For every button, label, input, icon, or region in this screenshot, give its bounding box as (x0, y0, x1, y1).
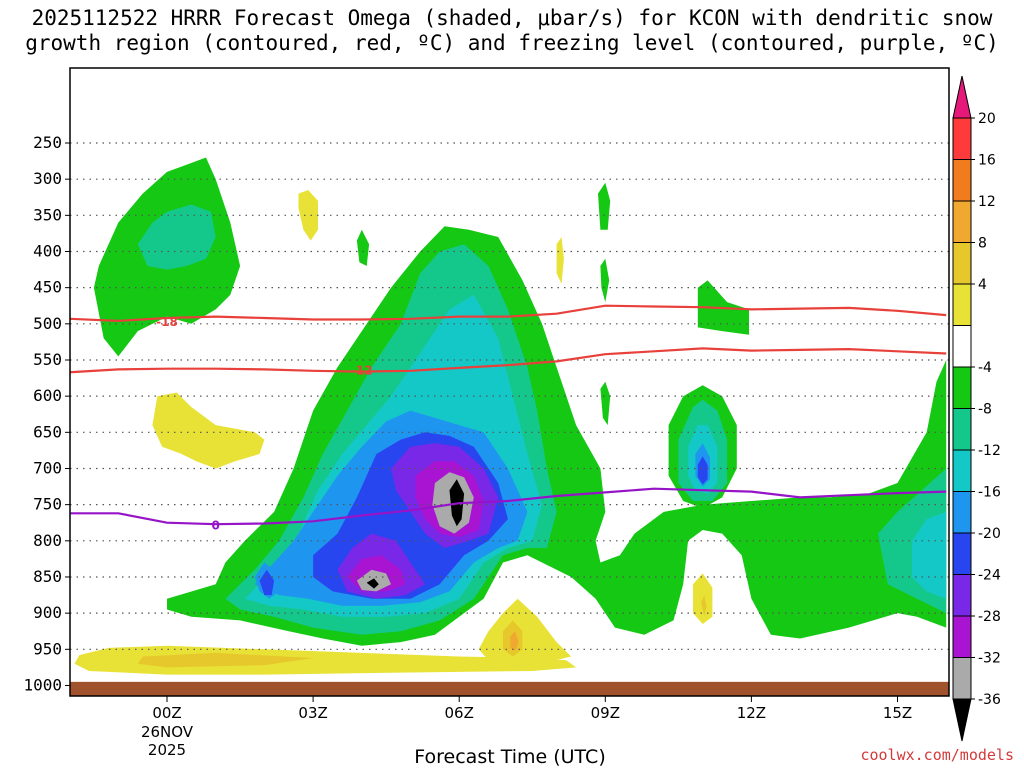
contour-lines: -18 -12 0 (70, 304, 947, 532)
y-tick-label-650: 650 (33, 422, 62, 441)
colorbar-bin-13 (952, 657, 972, 700)
temperature-contour--12-line (70, 347, 947, 374)
colorbar-bin-9 (952, 491, 972, 534)
chart-title: 2025112522 HRRR Forecast Omega (shaded, … (0, 6, 1024, 56)
colorbar-label-4: 4 (978, 277, 987, 293)
y-tick-label-550: 550 (33, 350, 62, 369)
colorbar-bottom-arrow (952, 698, 972, 742)
y-tick-label-700: 700 (33, 458, 62, 477)
colorbar-label--8: -8 (978, 402, 992, 418)
colorbar-bin-5 (952, 325, 972, 368)
omega-region-black-lower (366, 578, 379, 589)
colorbar-top-arrow (952, 75, 972, 119)
y-tick-label-750: 750 (33, 495, 62, 514)
x-axis-label: Forecast Time (UTC) (414, 746, 606, 768)
y-tick-label-800: 800 (33, 531, 62, 550)
colorbar-bin-0 (952, 117, 972, 160)
colorbar: 20 16 12 8 4 -4 -8 -12 -16 -20 -24 -28 -32 -36 (952, 75, 1001, 742)
omega-region-green-column-09z-b (600, 258, 610, 303)
colorbar-bin-7 (952, 408, 972, 451)
colorbar-label--4: -4 (978, 360, 992, 376)
omega-region-upper-left-teal (137, 204, 216, 270)
colorbar-label--20: -20 (978, 526, 1001, 542)
y-tick-label-450: 450 (33, 278, 62, 297)
x-tick-label-12Z: 12Z (737, 704, 766, 722)
omega-region-yellow-420 (556, 237, 564, 284)
y-tick-label-600: 600 (33, 386, 62, 405)
omega-region-yellow-surface (74, 645, 577, 675)
colorbar-label--36: -36 (978, 692, 1001, 708)
x-tick-label-15Z: 15Z (883, 704, 912, 722)
chart-title-line1: 2025112522 HRRR Forecast Omega (shaded, … (31, 6, 993, 30)
omega-region-right-cell-dblue (697, 456, 708, 485)
omega-region-orange-surface (137, 652, 314, 668)
y-tick-label-250: 250 (33, 133, 62, 152)
colorbar-bin-6 (952, 366, 972, 409)
y-tick-label-950: 950 (33, 639, 62, 658)
colorbar-label-8: 8 (978, 236, 987, 252)
plot-frame (69, 67, 950, 697)
y-tick-label-300: 300 (33, 169, 62, 188)
omega-region-upper-yellow-350 (298, 190, 318, 241)
colorbar-label--24: -24 (978, 568, 1001, 584)
credit-text[interactable]: coolwx.com/models (860, 746, 1014, 764)
x-tick-label-09Z: 09Z (591, 704, 620, 722)
omega-region-red-07z (510, 631, 519, 651)
chart-title-line2: growth region (contoured, red, ºC) and f… (25, 31, 999, 55)
y-axis-ticks: 250 300 350 400 450 500 550 600 650 700 750 800 850 9… (23, 133, 70, 694)
omega-region-orange-11z (701, 595, 707, 617)
y-tick-label-350: 350 (33, 205, 62, 224)
x-date-line2: 2025 (148, 741, 186, 759)
colorbar-bin-10 (952, 532, 972, 575)
omega-region-blue-left-850-dark (259, 569, 275, 596)
colorbar-bin-2 (952, 200, 972, 243)
colorbar-bin-4 (952, 283, 972, 326)
temperature-contour--12-label: -12 (351, 364, 373, 378)
ground-layer (70, 681, 949, 696)
colorbar-bin-8 (952, 449, 972, 492)
x-tick-label-00Z: 00Z (152, 704, 181, 722)
temperature-contour--18-line (70, 304, 947, 323)
colorbar-label-20: 20 (978, 111, 996, 127)
y-tick-label-400: 400 (33, 241, 62, 260)
temperature-contour--18-label: -18 (156, 315, 178, 329)
freezing-level-contour-line (70, 487, 947, 526)
colorbar-bin-11 (952, 574, 972, 617)
freezing-level-contour-label: 0 (212, 518, 220, 532)
omega-fills (74, 157, 947, 675)
colorbar-label--16: -16 (978, 485, 1001, 501)
ground-surface (70, 681, 949, 696)
x-tick-label-06Z: 06Z (445, 704, 474, 722)
omega-region-right-cyan-low (912, 511, 947, 599)
colorbar-label--28: -28 (978, 609, 1001, 625)
colorbar-label--12: -12 (978, 443, 1001, 459)
colorbar-label-16: 16 (978, 153, 996, 169)
y-tick-label-1000: 1000 (23, 675, 62, 694)
x-date-line1: 26NOV (141, 723, 194, 741)
y-tick-label-900: 900 (33, 603, 62, 622)
omega-region-green-column-09z (598, 182, 611, 230)
colorbar-label--32: -32 (978, 651, 1001, 667)
colorbar-bin-3 (952, 242, 972, 285)
omega-region-green-410 (356, 229, 370, 266)
colorbar-bin-12 (952, 615, 972, 658)
colorbar-bin-1 (952, 159, 972, 202)
y-tick-label-500: 500 (33, 314, 62, 333)
x-tick-label-03Z: 03Z (298, 704, 327, 722)
omega-region-yellow-07z (478, 598, 572, 664)
omega-region-green-600-09z (600, 381, 611, 426)
colorbar-label-12: 12 (978, 194, 996, 210)
omega-region-yellow-630 (152, 392, 265, 469)
y-tick-label-850: 850 (33, 567, 62, 586)
